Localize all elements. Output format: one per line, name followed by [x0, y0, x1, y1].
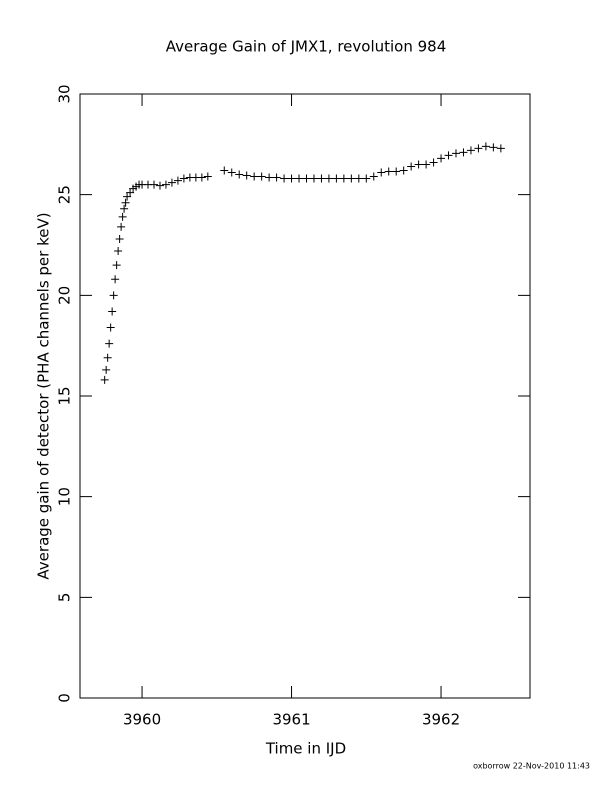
data-point: [121, 198, 130, 207]
data-point: [347, 174, 356, 183]
data-point: [429, 158, 438, 167]
data-point: [265, 173, 274, 182]
y-tick-label: 15: [56, 386, 74, 405]
data-point: [250, 172, 259, 181]
data-point: [466, 146, 475, 155]
y-axis-label: Average gain of detector (PHA channels p…: [35, 212, 53, 579]
data-point: [197, 173, 206, 182]
data-point: [324, 174, 333, 183]
data-point: [392, 167, 401, 176]
data-point: [287, 174, 296, 183]
data-point: [126, 188, 135, 197]
y-tick-label: 20: [56, 286, 74, 305]
data-point: [489, 143, 498, 152]
x-axis-label: Time in IJD: [265, 740, 346, 758]
data-point: [173, 176, 182, 185]
data-point: [444, 151, 453, 160]
data-point: [332, 174, 341, 183]
data-point: [339, 174, 348, 183]
data-point: [362, 174, 371, 183]
data-point: [111, 275, 120, 284]
y-tick-label: 10: [56, 487, 74, 506]
data-point: [120, 204, 129, 213]
data-point: [422, 160, 431, 169]
data-point: [235, 170, 244, 179]
x-tick-label: 3961: [272, 711, 310, 729]
data-point: [105, 339, 114, 348]
data-point: [317, 174, 326, 183]
data-point: [280, 174, 289, 183]
footer: oxborrow 22-Nov-2010 11:43: [473, 762, 590, 771]
data-point: [474, 144, 483, 153]
y-tick-label: 5: [56, 593, 74, 603]
data-point: [257, 172, 266, 181]
data-point: [399, 166, 408, 175]
data-point: [102, 365, 111, 374]
data-point: [115, 234, 124, 243]
data-point: [459, 148, 468, 157]
data-point: [155, 181, 164, 190]
data-point: [109, 291, 118, 300]
data-point: [114, 247, 123, 256]
data-point: [309, 174, 318, 183]
x-tick-label: 3962: [422, 711, 460, 729]
y-tick-label: 30: [56, 84, 74, 103]
data-point: [242, 171, 251, 180]
data-point: [302, 174, 311, 183]
data-point: [167, 178, 176, 187]
data-point: [150, 180, 159, 189]
data-point: [354, 174, 363, 183]
data-point: [179, 174, 188, 183]
data-point: [161, 180, 170, 189]
data-point: [112, 261, 121, 270]
data-point: [118, 212, 127, 221]
data-point: [369, 172, 378, 181]
data-point: [272, 173, 281, 182]
data-point: [106, 323, 115, 332]
data-point: [123, 192, 132, 201]
y-tick-label: 25: [56, 185, 74, 204]
data-point: [203, 172, 212, 181]
data-point: [377, 168, 386, 177]
y-tick-label: 0: [56, 693, 74, 703]
data-point: [437, 154, 446, 163]
data-point: [295, 174, 304, 183]
data-point: [220, 166, 229, 175]
data-point: [407, 162, 416, 171]
data-point: [117, 222, 126, 231]
data-point: [384, 167, 393, 176]
data-point: [481, 142, 490, 151]
data-point: [103, 353, 112, 362]
data-point: [100, 375, 109, 384]
data-point: [414, 160, 423, 169]
data-point: [496, 144, 505, 153]
data-point: [227, 168, 236, 177]
x-tick-label: 3960: [123, 711, 161, 729]
chart-title: Average Gain of JMX1, revolution 984: [166, 38, 447, 56]
data-point: [108, 307, 117, 316]
data-point: [451, 149, 460, 158]
